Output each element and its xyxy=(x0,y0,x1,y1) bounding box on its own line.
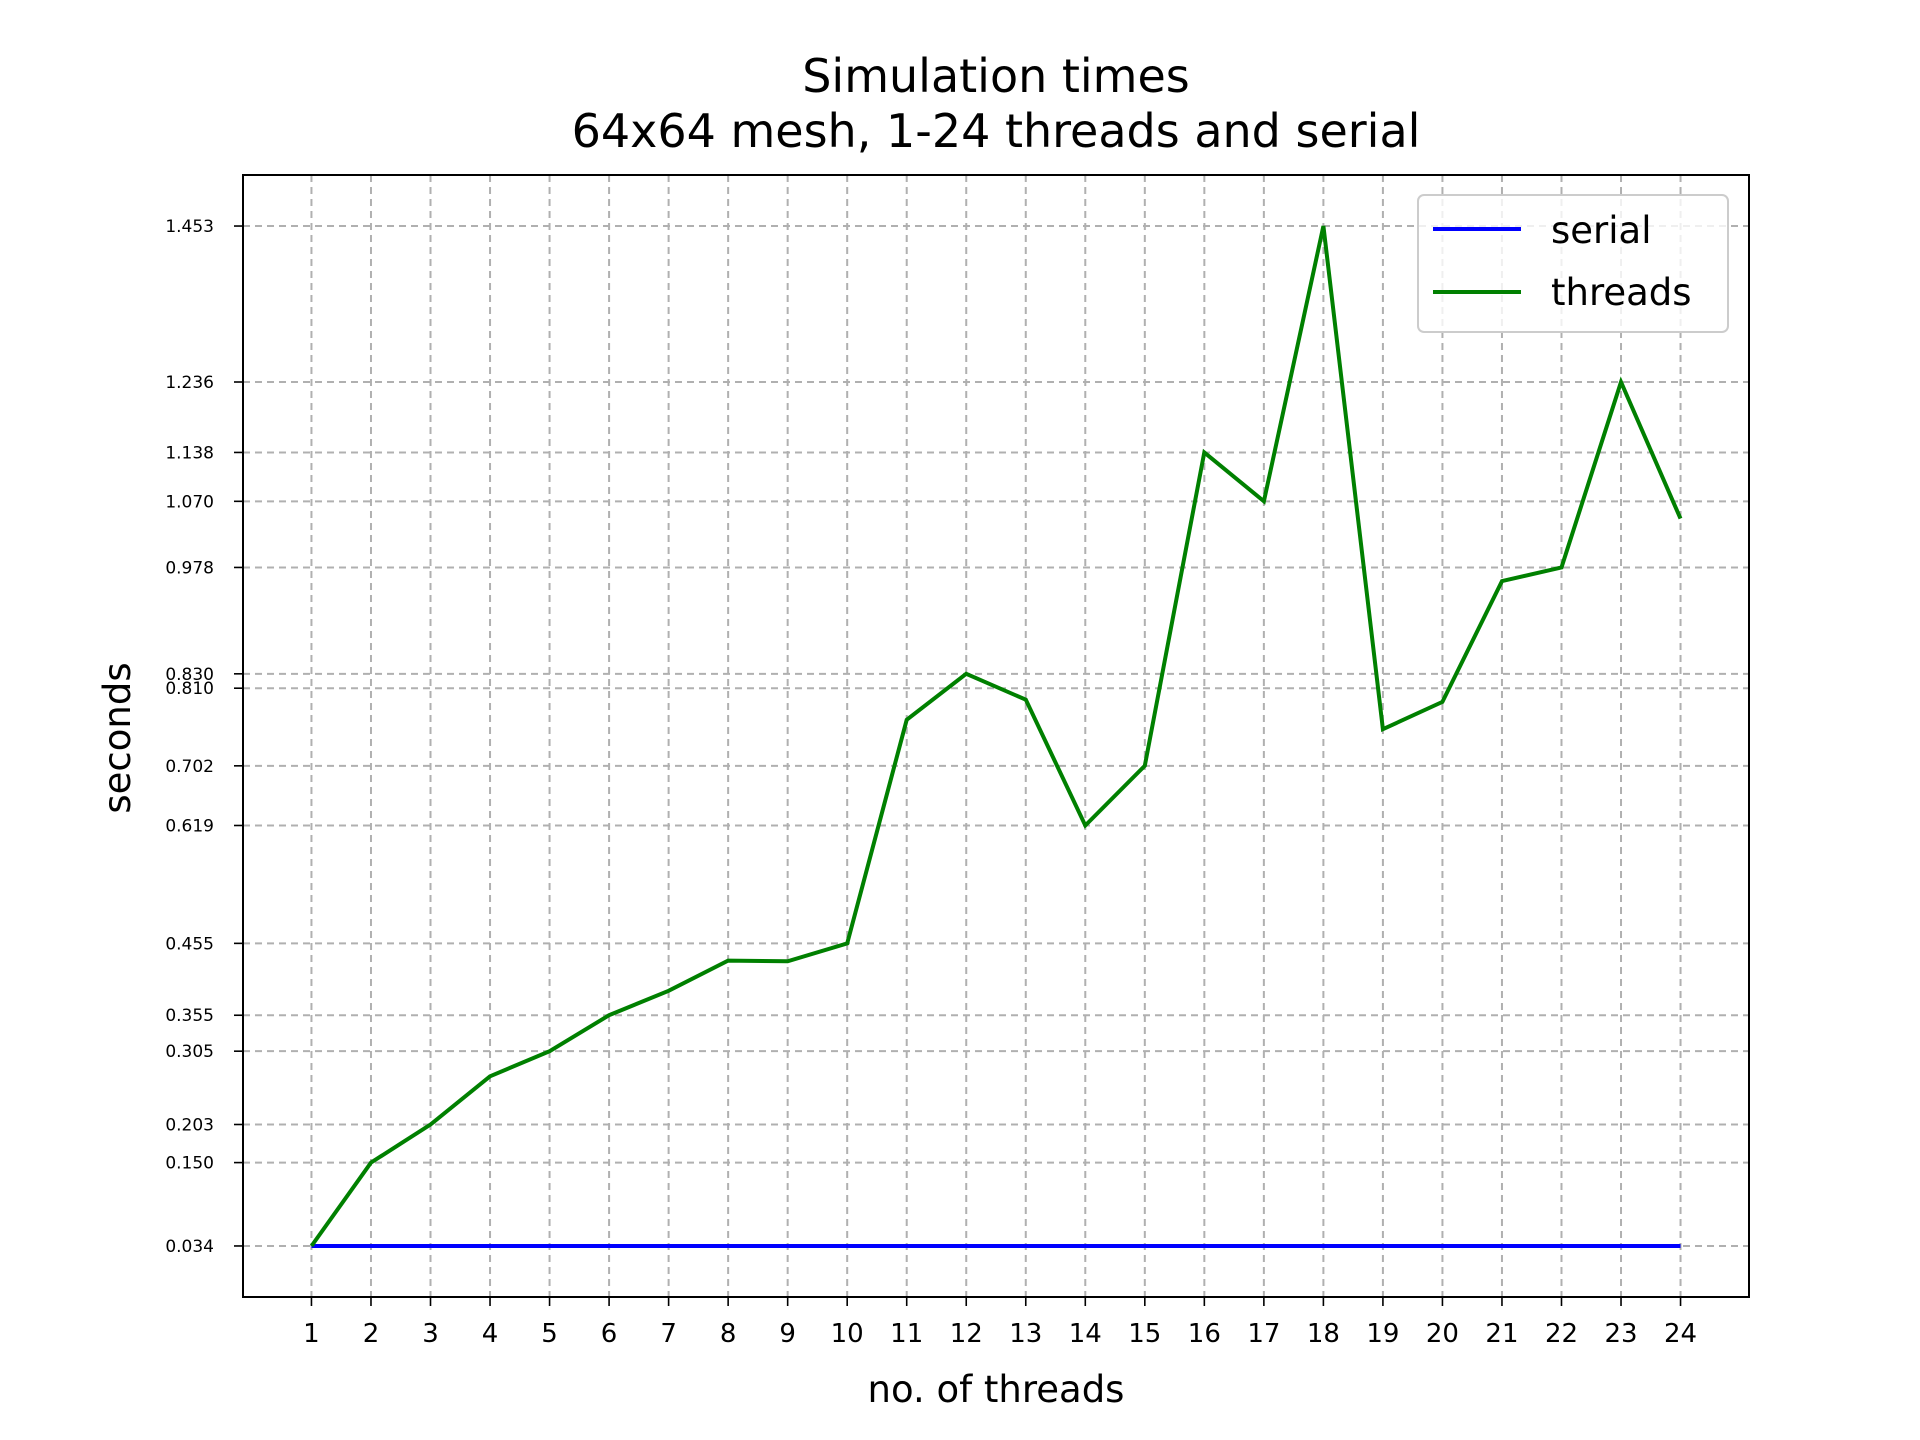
x-tick-label: 9 xyxy=(779,1319,796,1349)
x-tick-label: 24 xyxy=(1664,1319,1697,1349)
x-tick-label: 2 xyxy=(363,1319,380,1349)
y-tick-label: 0.203 xyxy=(165,1115,214,1135)
legend-label-threads: threads xyxy=(1551,271,1692,314)
chart-title: Simulation times xyxy=(802,49,1190,103)
y-tick-label: 0.702 xyxy=(165,757,214,777)
x-tick-label: 12 xyxy=(950,1319,983,1349)
x-tick-label: 18 xyxy=(1307,1319,1340,1349)
y-tick-label: 0.355 xyxy=(165,1006,214,1026)
y-tick-label: 0.978 xyxy=(165,558,214,578)
x-tick-label: 13 xyxy=(1009,1319,1042,1349)
plot-area-frame xyxy=(242,174,1750,1298)
y-tick-label: 1.070 xyxy=(165,492,214,512)
y-axis-ticks: 0.034 0.150 0.203 0.305 0.355 0.455 0.619 0.702… xyxy=(165,217,243,1257)
legend-label-serial: serial xyxy=(1551,209,1652,252)
x-tick-label: 15 xyxy=(1128,1319,1161,1349)
y-tick-label: 0.455 xyxy=(165,934,214,954)
series-line-threads xyxy=(309,225,1683,1248)
y-tick-label: 1.138 xyxy=(165,443,214,463)
y-axis-label: seconds xyxy=(96,662,139,813)
x-tick-label: 7 xyxy=(660,1319,677,1349)
legend: serial threads xyxy=(1417,194,1729,333)
y-tick-label: 1.453 xyxy=(165,217,214,237)
x-tick-label: 3 xyxy=(422,1319,439,1349)
x-tick-label: 11 xyxy=(890,1319,923,1349)
x-tick-label: 10 xyxy=(831,1319,864,1349)
x-tick-label: 1 xyxy=(303,1319,320,1349)
chart-subtitle: 64x64 mesh, 1-24 threads and serial xyxy=(572,104,1421,158)
y-tick-label: 0.034 xyxy=(165,1237,214,1257)
x-axis-ticks: 1 2 3 4 5 6 7 8 9 10 11 12 13 14 15 16 17 18 19 20 21 22 23 24 xyxy=(303,1297,1697,1349)
x-axis-label: no. of threads xyxy=(868,1368,1125,1411)
x-tick-label: 20 xyxy=(1426,1319,1459,1349)
y-tick-label: 0.619 xyxy=(165,816,214,836)
series-lines xyxy=(309,225,1683,1248)
x-tick-label: 23 xyxy=(1604,1319,1637,1349)
x-tick-label: 16 xyxy=(1188,1319,1221,1349)
y-tick-label: 0.150 xyxy=(165,1154,214,1174)
y-tick-label: 0.830 xyxy=(165,665,214,685)
x-tick-label: 8 xyxy=(720,1319,737,1349)
y-tick-label: 1.236 xyxy=(165,373,214,393)
x-tick-label: 6 xyxy=(601,1319,618,1349)
x-tick-label: 14 xyxy=(1069,1319,1102,1349)
x-tick-label: 21 xyxy=(1485,1319,1518,1349)
y-tick-label: 0.305 xyxy=(165,1042,214,1062)
x-tick-label: 5 xyxy=(541,1319,558,1349)
x-tick-label: 4 xyxy=(482,1319,499,1349)
x-tick-label: 17 xyxy=(1247,1319,1280,1349)
x-tick-label: 19 xyxy=(1366,1319,1399,1349)
x-tick-label: 22 xyxy=(1545,1319,1578,1349)
grid xyxy=(243,175,1749,1297)
y-tick-label: 0.810 xyxy=(165,679,214,699)
